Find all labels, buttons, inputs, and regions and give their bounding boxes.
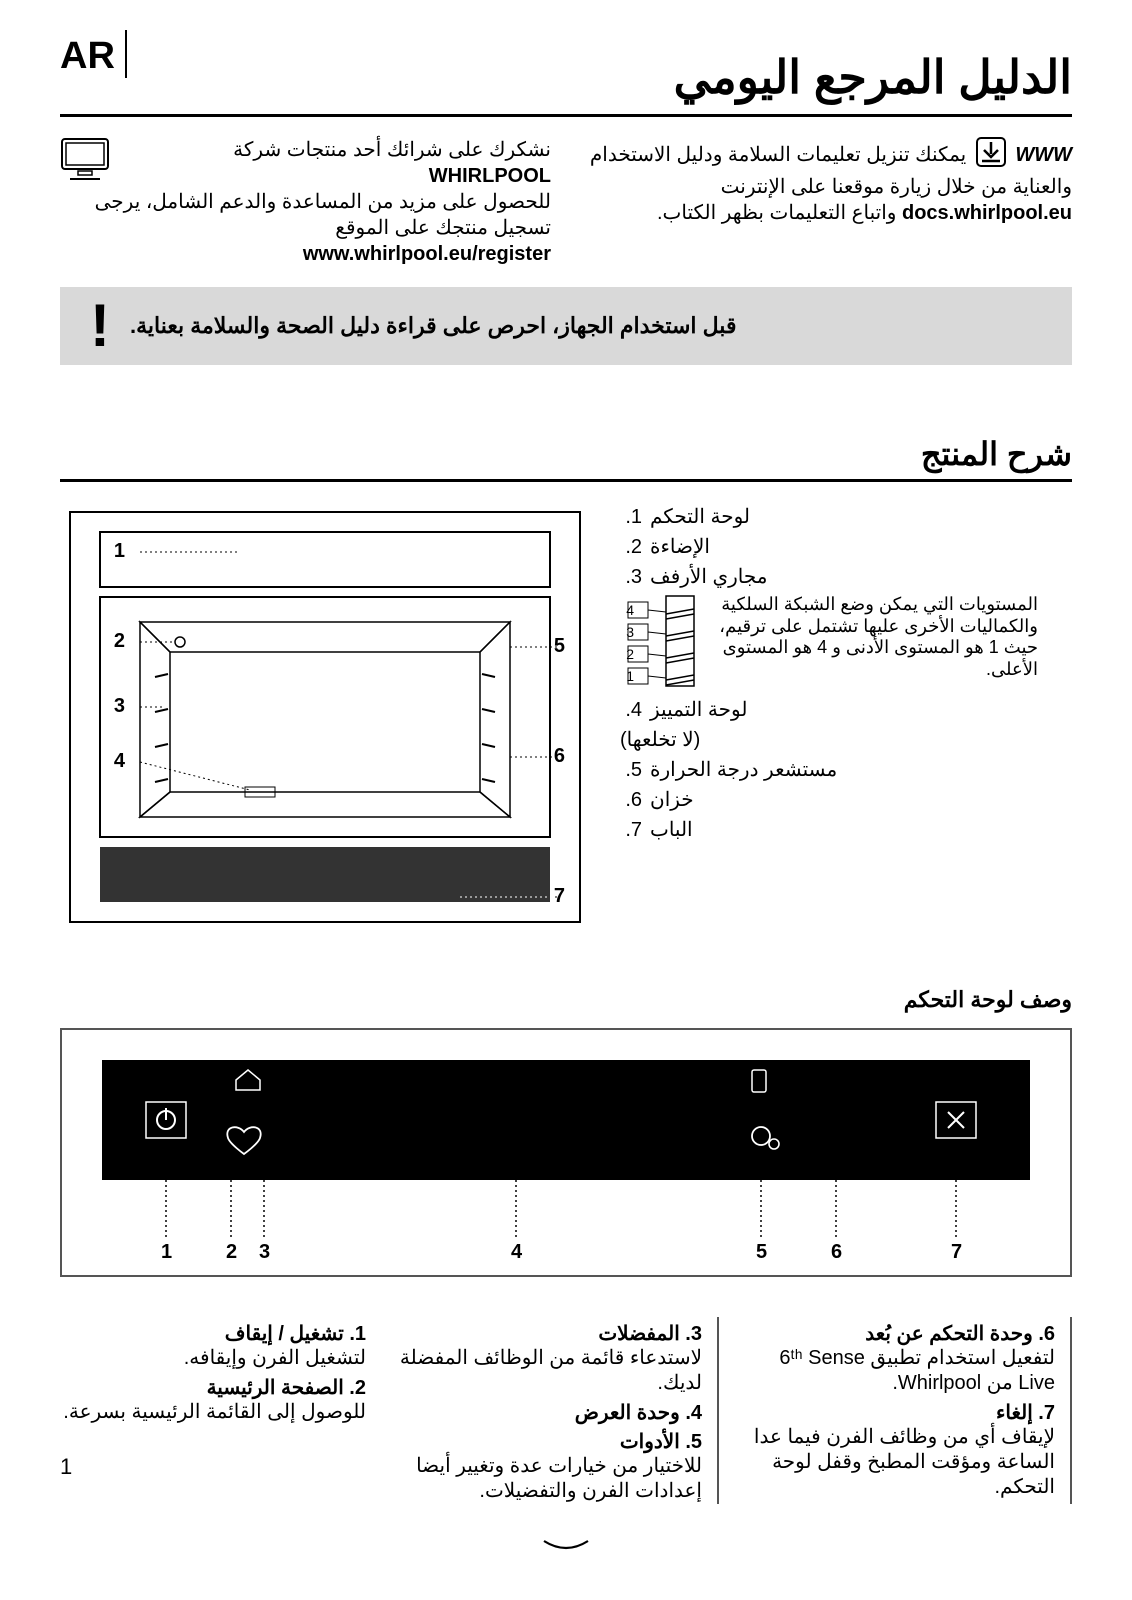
part-label: (لا تخلعها) [620,725,700,755]
svg-text:2: 2 [626,646,634,662]
info-left-line2: واتباع التعليمات بظهر الكتاب. [657,202,896,224]
product-diagram: 1 2 3 4 5 6 7 [60,502,590,937]
warning-box: ! قبل استخدام الجهاز، احرص على قراءة دلي… [60,287,1072,365]
download-icon [976,137,1006,174]
panel-item-title: 5. الأدوات [396,1429,702,1454]
svg-text:5: 5 [756,1241,767,1260]
svg-text:7: 7 [951,1241,962,1260]
part-num: 5. [620,755,642,785]
part-label: خزان [650,785,694,815]
part-label: الإضاءة [650,532,710,562]
svg-text:6: 6 [554,745,565,767]
svg-text:2: 2 [226,1241,237,1260]
svg-text:4: 4 [114,750,126,772]
svg-text:4: 4 [626,602,634,618]
product-legend: 1. لوحة التحكم 2. الإضاءة 3. مجاري الأرفف 4… [620,502,1072,937]
part-num: 7. [620,815,642,845]
www-label: WWW [1015,142,1072,168]
panel-item-title: 2. الصفحة الرئيسية [60,1375,366,1400]
panel-item-title: 3. المفضلات [396,1321,702,1346]
part-num: 3. [620,562,642,592]
svg-text:1: 1 [161,1241,172,1260]
part-label: مجاري الأرفف [650,562,767,592]
shelf-levels-icon: 4 3 2 1 [626,594,696,695]
register-url: www.whirlpool.eu/register [303,241,551,267]
svg-text:4: 4 [511,1241,523,1260]
svg-text:6: 6 [831,1241,842,1260]
svg-text:3: 3 [259,1241,270,1260]
part-label: لوحة التحكم [650,502,750,532]
info-block-left: WWW يمكنك تنزيل تعليمات السلامة ودليل ال… [581,137,1072,267]
panel-item-text: لإيقاف أي من وظائف الفرن فيما عدا الساعة… [749,1425,1055,1500]
page-number: 1 [60,1454,72,1480]
info-block-right: نشكرك على شرائك أحد منتجات شركة WHIRLPOO… [60,137,551,267]
svg-text:1: 1 [114,540,125,562]
shelf-note: المستويات التي يمكن وضع الشبكة السلكية و… [704,594,1038,695]
part-label: الباب [650,815,693,845]
panel-item-title: 4. وحدة العرض [396,1400,702,1425]
warning-text: قبل استخدام الجهاز، احرص على قراءة دليل … [130,313,736,339]
part-num: 4. [620,695,642,725]
control-panel-box: 1 2 3 4 5 6 7 [60,1028,1072,1277]
docs-url: docs.whirlpool.eu [902,200,1072,226]
part-num: 6. [620,785,642,815]
control-panel-strip [102,1060,1030,1180]
svg-text:7: 7 [554,885,565,907]
panel-item-title: 6. وحدة التحكم عن بُعد [749,1321,1055,1346]
whirlpool-logo: Whirlpool [436,1495,696,1560]
info-right-line1: نشكرك على شرائك أحد منتجات شركة [233,139,551,161]
panel-item-text: لتفعيل استخدام تطبيق 6ᵗʰ Sense Live من W… [749,1346,1055,1396]
language-tag: AR [60,30,127,78]
section-product-title: شرح المنتج [60,435,1072,482]
svg-text:1: 1 [626,668,634,684]
panel-callout-lines: 1 2 3 4 5 6 7 [102,1180,1030,1260]
warning-mark-icon: ! [90,305,110,347]
svg-text:5: 5 [554,635,565,657]
brand-name: WHIRLPOOL [429,163,551,189]
panel-desc-col-2: 3. المفضلات لاستدعاء قائمة من الوظائف ال… [396,1317,719,1504]
svg-text:3: 3 [626,624,634,640]
part-label: لوحة التمييز [650,695,747,725]
svg-text:3: 3 [114,695,125,717]
control-panel-title: وصف لوحة التحكم [60,987,1072,1013]
panel-item-title: 7. إلغاء [749,1400,1055,1425]
panel-item-text: لاستدعاء قائمة من الوظائف المفضلة لديك. [396,1346,702,1396]
panel-item-text: للوصول إلى القائمة الرئيسية بسرعة. [60,1400,366,1425]
part-label: مستشعر درجة الحرارة [650,755,837,785]
panel-desc-col-1: 1. تشغيل / إيقاف لتشغيل الفرن وإيقافه. 2… [60,1317,366,1504]
monitor-icon [60,137,110,182]
info-right-line2: للحصول على مزيد من المساعدة والدعم الشام… [95,191,551,239]
part-num: 2. [620,532,642,562]
page-title: الدليل المرجع اليومي [60,50,1072,117]
panel-desc-col-3: 6. وحدة التحكم عن بُعد لتفعيل استخدام تط… [749,1317,1072,1504]
panel-item-title: 1. تشغيل / إيقاف [60,1321,366,1346]
panel-item-text: لتشغيل الفرن وإيقافه. [60,1346,366,1371]
part-num: 1. [620,502,642,532]
svg-text:2: 2 [114,630,125,652]
